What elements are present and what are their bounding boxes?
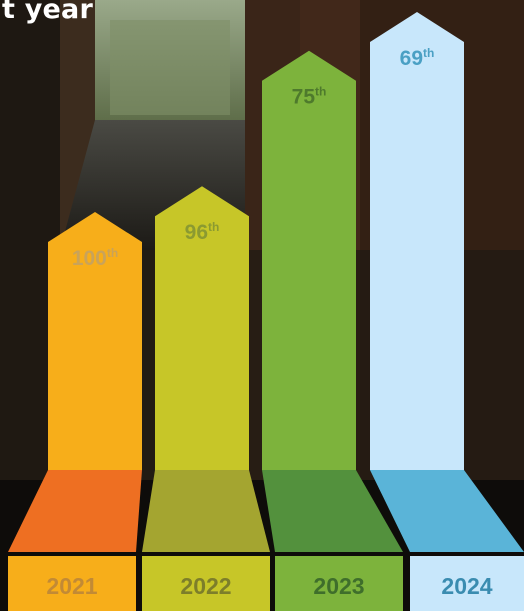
bar-2024	[370, 12, 464, 470]
rank-suffix-2024: th	[423, 46, 434, 60]
rank-suffix-2021: th	[107, 246, 118, 260]
rank-suffix-2022: th	[208, 220, 219, 234]
rank-number-2023: 75	[292, 86, 316, 109]
bar-2023	[262, 50, 356, 470]
bar-base-2023	[275, 556, 403, 611]
rank-label-2021: 100th	[72, 246, 118, 270]
bar-base-2021	[8, 556, 136, 611]
bar-2022	[155, 186, 249, 470]
rank-label-2023: 75th	[292, 85, 327, 109]
rank-number-2024: 69	[400, 47, 423, 70]
bar-fold-2023	[262, 470, 403, 552]
bar-fold-2024	[370, 470, 524, 552]
bar-base-2024	[410, 556, 524, 611]
year-label-2024: 2024	[441, 573, 492, 599]
rank-label-2024: 69th	[400, 46, 435, 70]
bar-base-2022	[142, 556, 270, 611]
bar-fold-2022	[142, 470, 270, 552]
year-label-2022: 2022	[180, 573, 231, 599]
rank-number-2022: 96	[185, 221, 208, 244]
rank-suffix-2023: th	[315, 85, 326, 99]
year-label-2023: 2023	[313, 573, 364, 599]
rank-number-2021: 100	[72, 247, 107, 270]
page-heading: t year	[2, 0, 93, 25]
bar-2021	[48, 212, 142, 470]
rank-label-2022: 96th	[185, 220, 220, 244]
bar-fold-2021	[8, 470, 142, 552]
year-label-2021: 2021	[46, 573, 97, 599]
